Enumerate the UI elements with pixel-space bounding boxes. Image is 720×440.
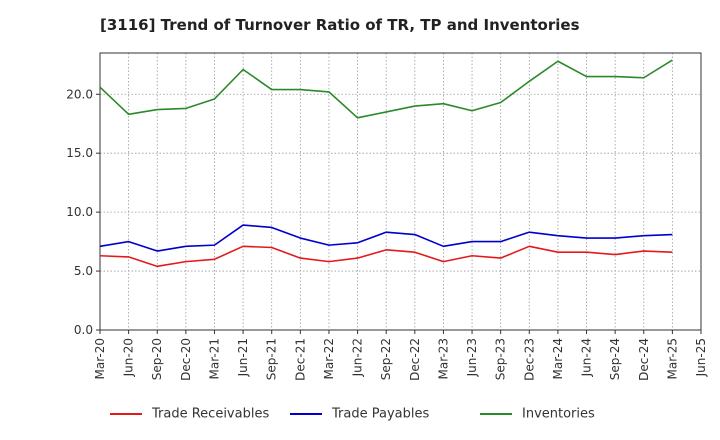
x-tick-label: Jun-24	[580, 338, 594, 377]
gridlines	[99, 53, 702, 331]
y-tick-label: 0.0	[74, 323, 93, 337]
x-tick-label: Sep-22	[379, 338, 393, 380]
x-tick-label: Jun-22	[351, 338, 365, 377]
x-tick-label: Mar-25	[665, 338, 679, 379]
chart-title: [3116] Trend of Turnover Ratio of TR, TP…	[100, 16, 580, 34]
x-axis: Mar-20 Jun-20 Sep-20 Dec-20 Mar-21 Jun-21 Sep-…	[93, 330, 708, 381]
x-tick-label: Dec-20	[179, 338, 193, 381]
y-tick-label: 5.0	[74, 264, 93, 278]
series-line-0	[99, 245, 673, 268]
x-tick-label: Mar-23	[436, 338, 450, 379]
y-axis: 0.0 5.0 10.0 15.0 20.0	[66, 87, 100, 337]
x-tick-label: Jun-20	[122, 338, 136, 377]
x-tick-label: Dec-21	[293, 338, 307, 381]
x-tick-label: Mar-21	[207, 338, 221, 379]
y-tick-label: 15.0	[66, 146, 93, 160]
x-tick-label: Jun-21	[236, 338, 250, 377]
legend-label: Inventories	[522, 407, 595, 422]
x-tick-label: Dec-23	[522, 338, 536, 381]
x-tick-label: Dec-24	[637, 338, 651, 381]
legend-label: Trade Receivables	[151, 407, 269, 422]
x-tick-label: Mar-24	[551, 338, 565, 379]
y-tick-label: 20.0	[66, 87, 93, 101]
x-tick-label: Jun-23	[465, 338, 479, 377]
series-line-1	[99, 224, 673, 252]
legend-label: Trade Payables	[331, 407, 429, 422]
plot-area-frame	[99, 52, 702, 331]
x-tick-label: Sep-21	[265, 338, 279, 380]
y-tick-label: 10.0	[66, 205, 93, 219]
legend: Trade Receivables Trade Payables Inventori…	[110, 407, 595, 422]
x-tick-label: Sep-23	[494, 338, 508, 380]
series-line-2	[99, 59, 673, 119]
x-tick-label: Mar-22	[322, 338, 336, 379]
x-tick-label: Jun-25	[694, 338, 708, 377]
series-lines	[99, 59, 673, 268]
x-tick-label: Sep-20	[150, 338, 164, 380]
x-tick-label: Mar-20	[93, 338, 107, 379]
x-tick-label: Sep-24	[608, 338, 622, 380]
x-tick-label: Dec-22	[408, 338, 422, 381]
